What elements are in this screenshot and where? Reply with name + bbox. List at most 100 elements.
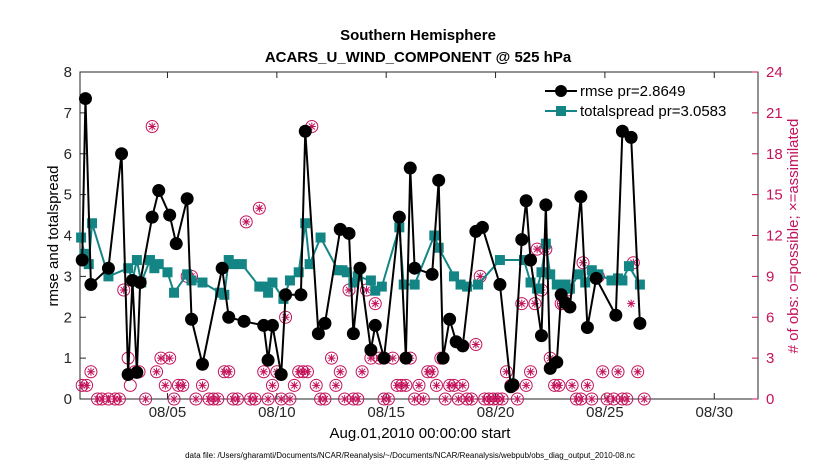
totalspread-point (494, 255, 505, 266)
obs-assimilated-marker (423, 367, 432, 376)
obs-assimilated-marker (458, 381, 467, 390)
obs-assimilated-marker (115, 395, 124, 403)
rmse-point (279, 288, 293, 302)
obs-possible-marker (117, 283, 131, 297)
obs-assimilated-marker (174, 381, 183, 390)
obs-assimilated-marker (220, 367, 229, 376)
obs-assimilated-marker (609, 395, 618, 403)
totalspread-point (462, 281, 473, 292)
obs-assimilated-marker (476, 272, 485, 281)
obs-possible-marker (499, 365, 513, 379)
rmse-point (408, 261, 422, 275)
legend: rmse pr=2.8649 totalspread pr=3.0583 (545, 83, 726, 120)
rmse-point (539, 198, 553, 212)
obs-possible-marker (611, 365, 625, 379)
obs-possible-marker (329, 378, 343, 392)
obs-assimilated-marker (285, 395, 294, 403)
obs-possible-marker (287, 378, 301, 392)
x-tick-label: 08/30 (695, 404, 733, 421)
obs-assimilated-marker (432, 381, 441, 390)
totalspread-point (258, 281, 269, 292)
obs-assimilated-marker (471, 340, 480, 349)
y-left-tick-label: 7 (64, 105, 72, 122)
obs-possible-marker (580, 378, 594, 392)
rmse-point (145, 210, 159, 224)
obs-assimilated-marker (358, 367, 367, 376)
obs-assimilated-marker (303, 367, 312, 376)
totalspread-point (623, 261, 634, 272)
obs-possible-marker (429, 378, 443, 392)
rmse-point (318, 316, 332, 330)
totalspread-point (606, 275, 617, 286)
rmse-point (261, 353, 275, 367)
obs-assimilated-marker (170, 395, 179, 403)
rmse-point (633, 316, 647, 330)
obs-assimilated-marker (198, 381, 207, 390)
obs-assimilated-marker (264, 395, 273, 403)
obs-assimilated-marker (627, 299, 636, 308)
obs-possible-marker (139, 392, 153, 406)
totalspread-point (545, 269, 556, 280)
totalspread-point (617, 275, 628, 286)
rmse-point (115, 147, 129, 161)
plot-area (79, 71, 759, 400)
obs-assimilated-marker (336, 367, 345, 376)
rmse-point (609, 308, 623, 322)
obs-assimilated-marker (250, 395, 259, 403)
footnote: data file: /Users/gharamti/Documents/NCA… (185, 451, 635, 460)
legend-rmse-label: rmse pr=2.8649 (580, 83, 685, 100)
obs-assimilated-marker (316, 395, 325, 403)
obs-assimilated-marker (428, 367, 437, 376)
totalspread-point (219, 289, 230, 300)
obs-assimilated-marker (371, 299, 380, 308)
obs-assimilated-marker (178, 381, 187, 390)
x-tick-label: 08/25 (586, 404, 624, 421)
totalspread-point (293, 267, 304, 278)
obs-assimilated-marker (493, 395, 502, 403)
rmse-point (399, 351, 413, 365)
obs-assimilated-marker (618, 395, 627, 403)
rmse-point (215, 261, 229, 275)
y-left-tick-label: 3 (64, 268, 72, 285)
obs-assimilated-marker (104, 395, 113, 403)
totalspread-point (536, 267, 547, 278)
rmse-point (185, 312, 199, 326)
totalspread-point (236, 259, 247, 270)
obs-assimilated-marker (320, 395, 329, 403)
obs-possible-marker (515, 297, 529, 311)
obs-possible-marker (412, 378, 426, 392)
obs-assimilated-marker (550, 381, 559, 390)
rmse-point (133, 276, 147, 290)
obs-assimilated-marker (576, 395, 585, 403)
totalspread-point (525, 277, 536, 288)
rmse-series (75, 92, 647, 394)
obs-assimilated-marker (366, 354, 375, 363)
totalspread-point (315, 232, 326, 243)
obs-assimilated-marker (141, 395, 150, 403)
rmse-point (342, 226, 356, 240)
obs-assimilated-marker (502, 367, 511, 376)
totalspread-point (365, 275, 376, 286)
obs-assimilated-marker (579, 258, 588, 267)
totalspread-point (76, 232, 87, 243)
totalspread-point (228, 259, 239, 270)
rmse-point (515, 233, 529, 247)
obs-possible-marker (257, 365, 271, 379)
rmse-point (506, 378, 520, 392)
y-left-tick-label: 5 (64, 187, 72, 204)
obs-assimilated-marker (463, 395, 472, 403)
rmse-point (403, 161, 417, 175)
rmse-point (180, 192, 194, 206)
rmse-point (195, 357, 209, 371)
totalspread-point (532, 283, 543, 294)
totalspread-point (573, 269, 584, 280)
obs-assimilated-marker (484, 395, 493, 403)
obs-possible-marker (145, 120, 159, 133)
obs-possible-marker (510, 392, 524, 406)
chart-subtitle: ACARS_U_WIND_COMPONENT @ 525 hPa (265, 49, 572, 66)
obs-possible-marker (252, 201, 266, 215)
obs-assimilated-marker (233, 395, 242, 403)
obs-possible-marker (333, 365, 347, 379)
totalspread-point (352, 271, 363, 282)
y-right-tick-label: 24 (766, 64, 783, 81)
